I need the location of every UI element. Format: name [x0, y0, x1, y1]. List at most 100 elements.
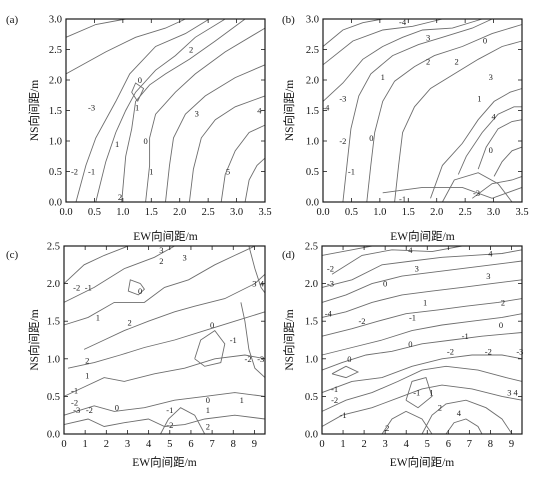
x-tick-label: 4 [404, 439, 410, 450]
x-tick-label: 1.5 [145, 207, 158, 218]
y-tick-label: 1.5 [305, 317, 318, 328]
y-tick-label: 1.0 [305, 354, 318, 365]
contour-line [67, 311, 266, 369]
contour-value-label: -3 [473, 188, 480, 198]
x-tick-label: 0.0 [59, 207, 72, 218]
contour-value-label: 2 [501, 297, 505, 307]
contour-value-label: -1 [462, 331, 469, 341]
contour-line [445, 418, 483, 435]
contour-value-label: 2 [426, 57, 430, 67]
contour-line [321, 245, 373, 256]
panel-2: 0.0 0.5 1.0 1.5 2.0 2.5 3.0 3.5 0.0 0.5 1.0 1.5 2.0 2… [282, 14, 529, 243]
contour-value-label: 1 [477, 93, 481, 103]
contour-value-label: 3 [489, 72, 493, 82]
x-tick-label: 7 [467, 439, 472, 450]
x-tick-label: 2.0 [430, 207, 443, 218]
contour-line [477, 119, 523, 170]
x-tick-label: 0 [61, 439, 66, 450]
contour-value-label: 3 [426, 32, 430, 42]
contour-value-label: 3 [159, 245, 163, 255]
contour-value-label: -2 [339, 136, 346, 146]
y-axis-title: NS向间距/m [282, 80, 296, 141]
contour-value-label: 3 [507, 388, 511, 398]
x-tick-label: 3.0 [230, 207, 243, 218]
plot-frame [321, 245, 523, 435]
contour-line [430, 88, 523, 199]
contour-line [321, 332, 523, 371]
contour-value-label: 0 [347, 354, 351, 364]
contour-line [121, 18, 246, 203]
contour-line [366, 24, 523, 203]
y-tick-label: 0.0 [306, 198, 319, 209]
y-tick-label: 1.5 [306, 106, 319, 117]
y-tick-label: 2.5 [49, 45, 62, 56]
contour-line [493, 146, 523, 177]
contour-line [382, 186, 523, 199]
y-tick-label: 1.0 [49, 137, 62, 148]
contour-value-label: 0 [369, 133, 373, 143]
x-tick-label: 6 [446, 439, 451, 450]
contour-line [194, 329, 226, 367]
y-tick-label: 0.0 [47, 430, 60, 441]
panel-label: (b) [282, 14, 295, 26]
contour-value-label: 3 [415, 264, 419, 274]
contour-value-label: -2 [358, 316, 365, 326]
contour-value-label: 1 [206, 405, 210, 415]
contour-value-label: -2 [166, 420, 173, 430]
contour-value-label: 2 [127, 318, 131, 328]
x-tick-label: 9 [252, 439, 257, 450]
contour-line [321, 298, 523, 337]
contour-value-label: 2 [118, 192, 122, 202]
panel-label: (a) [6, 14, 19, 26]
y-axis-title: NS向间距/m [27, 309, 41, 370]
y-tick-label: 2.0 [47, 279, 60, 290]
contour-value-label: -1 [340, 410, 347, 420]
contour-value-label: -1 [331, 384, 338, 394]
y-tick-label: 1.0 [306, 137, 319, 148]
y-tick-label: 0.5 [47, 392, 60, 403]
contour-value-label: 4 [408, 245, 413, 255]
x-tick-label: 1.0 [373, 207, 386, 218]
contour-line [322, 18, 483, 102]
contour-value-label: -1 [166, 405, 173, 415]
contour-value-label: -1 [88, 167, 95, 177]
contour-value-label: -1 [348, 167, 355, 177]
y-tick-label: 0.5 [305, 392, 318, 403]
contour-value-label: -1 [85, 282, 92, 292]
y-tick-label: 2.0 [305, 279, 318, 290]
contour-value-label: 3 [195, 109, 199, 119]
contour-value-label: 0 [210, 320, 214, 330]
contour-value-label: 0 [499, 320, 503, 330]
contour-value-label: -2 [71, 397, 78, 407]
contour-value-label: 4 [457, 408, 462, 418]
contour-value-label: -2 [71, 167, 78, 177]
contour-line [63, 245, 256, 326]
contour-value-label: 5 [226, 167, 230, 177]
contour-value-label: -3 [73, 405, 80, 415]
contour-value-label: 1 [423, 297, 427, 307]
contour-value-label: -2 [485, 346, 492, 356]
contour-value-label: -2 [331, 395, 338, 405]
x-tick-label: 1 [83, 439, 88, 450]
contour-line [342, 18, 493, 203]
y-tick-label: 2.0 [49, 76, 62, 87]
contour-value-label: 2 [206, 421, 210, 431]
contour-line [322, 18, 443, 66]
contour-line [322, 18, 383, 47]
y-tick-label: 3.0 [306, 15, 319, 26]
y-tick-label: 0.0 [49, 198, 62, 209]
y-tick-label: 1.0 [47, 354, 60, 365]
x-tick-label: 3.5 [515, 207, 528, 218]
contour-value-label: -1 [71, 385, 78, 395]
contour-line [442, 172, 513, 203]
x-tick-label: 5 [167, 439, 172, 450]
contour-value-label: 4 [491, 112, 496, 122]
contour-value-label: 1 [85, 370, 89, 380]
x-tick-label: 1.5 [402, 207, 415, 218]
contour-value-label: -1 [399, 194, 406, 204]
contour-line [321, 313, 523, 356]
contour-line [321, 279, 523, 318]
x-tick-label: 0.5 [345, 207, 358, 218]
contour-value-label: 2 [385, 423, 389, 433]
contour-value-label: -1 [230, 335, 237, 345]
